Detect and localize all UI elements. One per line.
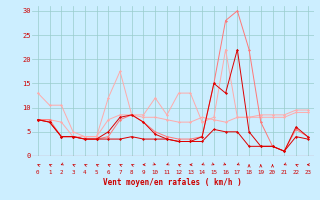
X-axis label: Vent moyen/en rafales ( km/h ): Vent moyen/en rafales ( km/h ) bbox=[103, 178, 242, 187]
